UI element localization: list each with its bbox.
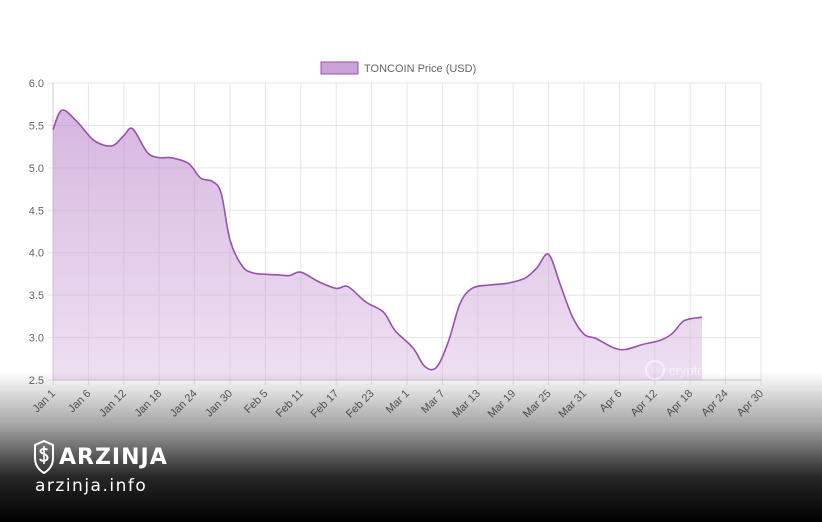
x-tick-label: Apr 30 (735, 388, 766, 419)
y-tick-label: 6.0 (29, 78, 44, 90)
brand-block[interactable]: ARZINJA arzinja.info (33, 440, 168, 496)
legend-label: TONCOIN Price (USD) (364, 63, 476, 75)
x-tick-label: Feb 5 (242, 388, 270, 416)
brand-url[interactable]: arzinja.info (35, 476, 148, 496)
y-tick-label: 3.5 (29, 290, 44, 302)
x-tick-label: Mar 19 (486, 388, 519, 421)
y-tick-label: 4.0 (29, 248, 44, 260)
x-tick-label: Jan 18 (132, 388, 164, 420)
x-tick-label: Jan 24 (168, 388, 200, 420)
y-tick-label: 2.5 (29, 375, 44, 387)
x-tick-label: Jan 12 (97, 388, 129, 420)
arzinja-logo-icon (34, 440, 54, 474)
x-tick-label: Apr 6 (597, 388, 624, 415)
series-line[interactable] (52, 109, 703, 371)
plot-area (52, 109, 703, 381)
x-tick-label: Apr 12 (629, 388, 660, 419)
brand-name: ARZINJA (59, 444, 168, 470)
x-tick-label: Mar 13 (450, 388, 483, 421)
legend-swatch (320, 61, 359, 75)
watermark-text: cryptonews (669, 363, 735, 378)
x-tick-label: Apr 24 (699, 388, 730, 419)
y-tick-label: 5.5 (29, 120, 44, 132)
y-tick-label: 4.5 (29, 205, 44, 217)
x-tick-label: Mar 7 (419, 388, 447, 416)
series-area (53, 110, 702, 381)
y-axis: 2.5 3.0 3.5 4.0 4.5 5.0 5.5 6.0 (29, 78, 44, 387)
x-tick-label: Feb 11 (274, 388, 306, 420)
x-tick-label: Mar 31 (556, 388, 589, 421)
x-tick-label: Feb 23 (344, 388, 377, 421)
x-tick-label: Mar 1 (384, 388, 412, 416)
y-tick-label: 3.0 (29, 333, 44, 345)
x-tick-label: Apr 18 (664, 388, 695, 419)
x-tick-label: Feb 17 (309, 388, 342, 421)
x-tick-label: Jan 1 (31, 388, 59, 416)
x-tick-label: Jan 30 (203, 388, 235, 420)
x-tick-label: Mar 25 (521, 388, 554, 421)
chart-legend[interactable]: TONCOIN Price (USD) (320, 61, 476, 75)
x-tick-label: Jan 6 (66, 388, 94, 416)
y-tick-label: 5.0 (29, 163, 44, 175)
